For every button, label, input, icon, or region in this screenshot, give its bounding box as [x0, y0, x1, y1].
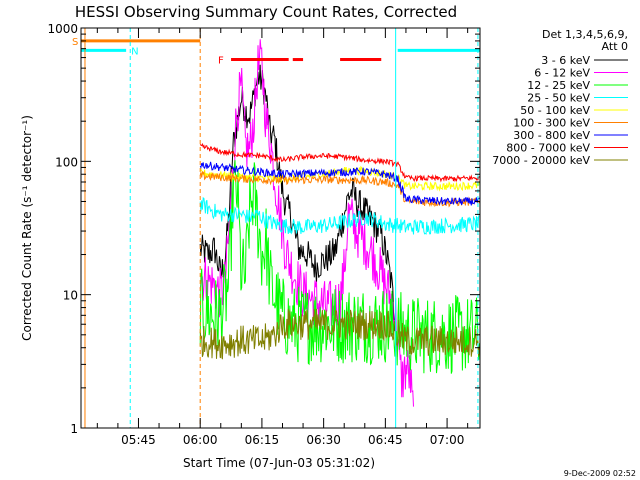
night-marker-label: N [131, 46, 138, 57]
x-axis-label: Start Time (07-Jun-03 05:31:02) [183, 456, 375, 470]
chart-title: HESSI Observing Summary Count Rates, Cor… [75, 3, 457, 21]
x-tick-label: 05:45 [121, 433, 156, 447]
series-300-800-kev [199, 161, 480, 206]
axis-layer: 1 10 100 1000 05:45 06:00 06:15 06:30 06:45 07:00 [47, 22, 480, 447]
legend-label-100-300-kev: 100 - 300 keV [513, 117, 590, 130]
legend-label-25-50-kev: 25 - 50 keV [527, 92, 590, 105]
interval-layer: S N F [72, 28, 480, 428]
x-tick-label: 07:00 [430, 433, 465, 447]
y-tick-label: 100 [55, 155, 78, 169]
flare-marker-label: F [218, 56, 224, 67]
y-axis-label: Corrected Count Rate (s⁻¹ detector⁻¹) [20, 115, 34, 341]
y-tick-label: 1000 [47, 22, 78, 36]
series-800-7000-kev [199, 142, 480, 183]
plot-frame [80, 27, 481, 429]
legend-label-7000-20000-kev: 7000 - 20000 keV [492, 154, 590, 167]
data-layer [199, 39, 480, 407]
y-tick-label: 1 [70, 422, 78, 436]
legend-header-line-2: Att 0 [602, 40, 628, 53]
series-100-300-kev [199, 170, 480, 208]
saa-marker-label: S [72, 37, 78, 48]
series-12-25-kev [199, 160, 480, 374]
x-tick-label: 06:00 [183, 433, 218, 447]
legend-label-3-6-kev: 3 - 6 keV [541, 54, 590, 67]
legend-label-300-800-kev: 300 - 800 keV [513, 129, 590, 142]
series-25-50-kev [199, 196, 480, 235]
legend-header-line-1: Det 1,3,4,5,6,9, [542, 28, 628, 41]
legend-label-6-12-kev: 6 - 12 keV [534, 67, 590, 80]
legend-label-800-7000-kev: 800 - 7000 keV [506, 142, 590, 155]
generation-timestamp: 9-Dec-2009 02:52 [564, 469, 636, 478]
x-tick-label: 06:30 [306, 433, 341, 447]
x-tick-label: 06:45 [368, 433, 403, 447]
y-tick-label: 10 [63, 289, 78, 303]
series-50-100-kev [199, 165, 480, 192]
legend-label-50-100-kev: 50 - 100 keV [520, 104, 590, 117]
legend-label-12-25-kev: 12 - 25 keV [527, 79, 590, 92]
series-7000-20000-kev [199, 308, 480, 360]
x-tick-label: 06:15 [245, 433, 280, 447]
